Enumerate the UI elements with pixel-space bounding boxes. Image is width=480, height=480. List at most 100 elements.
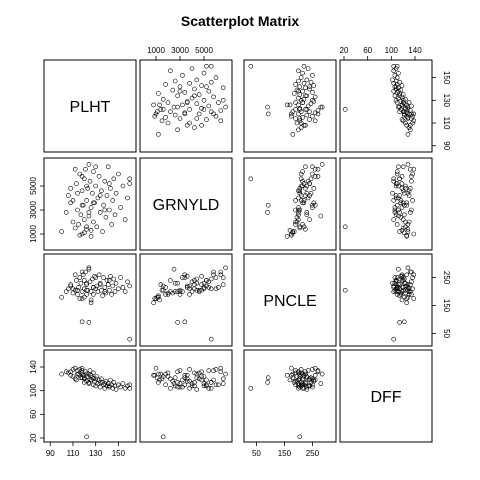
data-point bbox=[194, 77, 200, 83]
data-point bbox=[82, 230, 87, 236]
data-point bbox=[301, 64, 307, 69]
data-point bbox=[310, 90, 315, 95]
data-point bbox=[397, 320, 402, 325]
data-point bbox=[175, 384, 180, 390]
data-point bbox=[175, 369, 180, 375]
data-point bbox=[403, 183, 408, 189]
data-point bbox=[79, 365, 85, 371]
data-point bbox=[194, 387, 200, 392]
data-point bbox=[68, 200, 73, 206]
data-point bbox=[72, 225, 78, 231]
data-point bbox=[391, 283, 397, 289]
data-point bbox=[88, 205, 94, 210]
data-point bbox=[218, 272, 224, 278]
chart-title: Scatterplot Matrix bbox=[181, 13, 299, 29]
data-point bbox=[304, 374, 310, 379]
data-point bbox=[405, 162, 411, 167]
data-point bbox=[310, 73, 315, 78]
data-point bbox=[127, 181, 132, 186]
data-point bbox=[312, 372, 318, 378]
data-point bbox=[303, 123, 308, 128]
data-point bbox=[109, 222, 114, 227]
data-point bbox=[120, 381, 126, 386]
data-point bbox=[86, 213, 92, 219]
data-point bbox=[156, 380, 161, 385]
data-point bbox=[163, 371, 168, 377]
data-point bbox=[152, 372, 158, 378]
data-point bbox=[113, 387, 119, 392]
data-point bbox=[77, 275, 83, 280]
data-point bbox=[88, 300, 94, 306]
data-point bbox=[75, 190, 80, 196]
data-point bbox=[83, 166, 88, 172]
data-point bbox=[196, 111, 202, 117]
data-point bbox=[396, 282, 401, 287]
data-point bbox=[204, 377, 209, 383]
data-point bbox=[393, 279, 399, 285]
data-point bbox=[296, 369, 301, 375]
data-point bbox=[298, 176, 304, 182]
data-point bbox=[182, 372, 188, 378]
data-point bbox=[180, 102, 185, 108]
panel-plht-vs-plht: PLHT bbox=[43, 59, 137, 153]
data-point bbox=[72, 376, 78, 382]
data-point bbox=[168, 289, 173, 294]
data-point bbox=[304, 183, 310, 189]
data-point bbox=[74, 181, 79, 186]
data-point bbox=[156, 91, 161, 96]
data-point bbox=[113, 280, 119, 286]
x-tick-label: 60 bbox=[363, 46, 372, 55]
data-point bbox=[84, 224, 89, 230]
data-point bbox=[300, 100, 305, 105]
data-point bbox=[154, 109, 160, 114]
data-point bbox=[84, 282, 89, 287]
data-point bbox=[102, 289, 108, 294]
data-point bbox=[120, 183, 126, 189]
data-point bbox=[63, 369, 69, 375]
diagonal-label-grnyld: GRNYLD bbox=[153, 197, 220, 214]
data-point bbox=[403, 280, 408, 286]
data-point bbox=[290, 132, 296, 137]
data-point bbox=[297, 207, 303, 213]
data-point bbox=[196, 287, 202, 293]
data-point bbox=[88, 228, 94, 233]
data-point bbox=[391, 88, 397, 94]
data-point bbox=[396, 289, 401, 294]
data-point bbox=[400, 225, 406, 231]
data-point bbox=[393, 84, 399, 89]
data-point bbox=[86, 266, 92, 272]
data-point bbox=[206, 285, 212, 290]
data-point bbox=[189, 381, 195, 386]
data-point bbox=[400, 188, 406, 194]
data-point bbox=[79, 319, 85, 325]
data-point bbox=[201, 383, 207, 389]
data-point bbox=[93, 275, 98, 280]
data-point bbox=[159, 376, 165, 382]
data-point bbox=[68, 372, 73, 378]
data-point bbox=[303, 164, 308, 170]
data-point bbox=[182, 382, 188, 388]
data-point bbox=[77, 232, 83, 238]
data-point bbox=[399, 117, 405, 122]
data-point bbox=[182, 90, 188, 95]
data-point bbox=[391, 217, 397, 222]
data-point bbox=[192, 380, 197, 385]
data-point bbox=[220, 98, 226, 103]
data-point bbox=[208, 385, 214, 391]
data-point bbox=[216, 382, 221, 388]
data-point bbox=[86, 162, 92, 167]
data-point bbox=[298, 367, 304, 372]
data-point bbox=[396, 207, 401, 213]
data-point bbox=[152, 113, 158, 119]
data-point bbox=[175, 280, 180, 286]
data-point bbox=[405, 132, 411, 137]
data-point bbox=[153, 365, 159, 371]
data-point bbox=[103, 378, 109, 384]
data-point bbox=[88, 377, 94, 383]
data-point bbox=[194, 287, 200, 293]
data-point bbox=[127, 385, 132, 391]
data-point bbox=[68, 186, 73, 191]
data-point bbox=[404, 296, 410, 301]
data-point bbox=[303, 93, 308, 99]
data-point bbox=[405, 104, 411, 110]
